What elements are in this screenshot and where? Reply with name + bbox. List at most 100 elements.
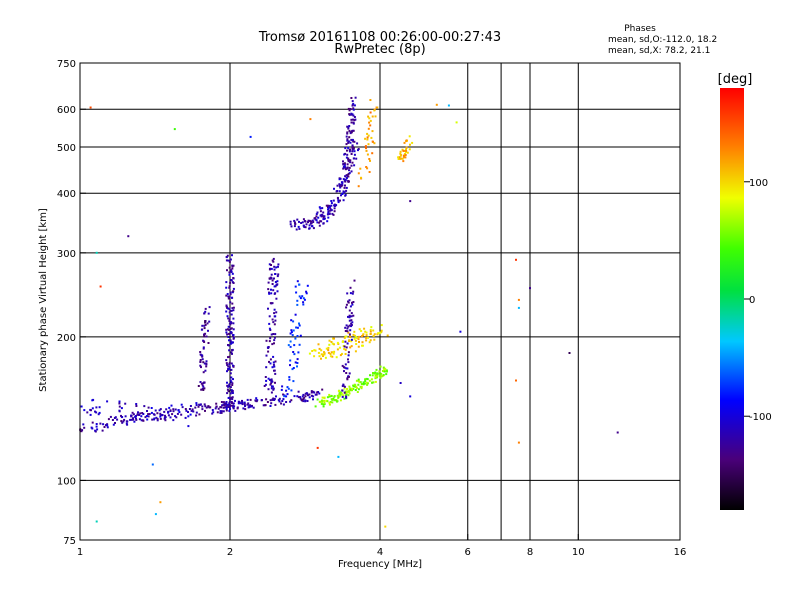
echo-point	[327, 210, 330, 213]
echo-point	[568, 352, 571, 354]
echo-point	[96, 428, 99, 431]
echo-point	[167, 411, 170, 414]
echo-point	[357, 388, 360, 391]
echo-point	[148, 413, 151, 415]
echo-point	[138, 418, 141, 421]
echo-point	[316, 391, 319, 394]
echo-point	[109, 415, 112, 418]
echo-point	[314, 217, 317, 220]
echo-point	[208, 320, 211, 323]
echo-point	[205, 365, 208, 368]
echo-point	[346, 153, 349, 156]
echo-point	[332, 199, 335, 202]
echo-point	[220, 410, 223, 413]
echo-point	[310, 390, 313, 393]
echo-point	[332, 213, 335, 216]
echo-point	[376, 372, 379, 375]
echo-point	[230, 279, 233, 282]
echo-point	[349, 286, 352, 289]
echo-point	[145, 415, 148, 417]
echo-point	[172, 408, 175, 411]
echo-point	[405, 139, 408, 142]
echo-point	[404, 156, 407, 159]
echo-point	[185, 409, 188, 412]
echo-point	[282, 403, 285, 406]
echo-point	[229, 379, 232, 382]
echo-point	[372, 140, 374, 143]
echo-point	[232, 334, 235, 336]
echo-point	[336, 394, 339, 397]
echo-point	[318, 206, 321, 209]
echo-point	[370, 378, 373, 381]
echo-point	[273, 265, 276, 268]
echo-point	[353, 140, 356, 143]
echo-point	[225, 305, 228, 308]
echo-point	[273, 315, 276, 318]
echo-point	[227, 307, 230, 310]
echo-point	[141, 412, 144, 414]
echo-point	[266, 401, 269, 403]
echo-point	[270, 267, 273, 270]
echo-point	[380, 372, 383, 375]
echo-point	[278, 397, 281, 400]
echo-point	[322, 216, 325, 219]
echo-point	[249, 135, 252, 138]
echo-point	[227, 397, 230, 399]
echo-point	[230, 389, 233, 392]
echo-point	[295, 291, 298, 294]
echo-point	[344, 363, 347, 366]
x-tick-label: 1	[77, 547, 83, 558]
echo-point	[203, 324, 206, 327]
echo-point	[229, 392, 232, 395]
echo-point	[369, 328, 372, 331]
echo-point	[226, 370, 228, 373]
echo-point	[322, 403, 325, 406]
echo-point	[323, 396, 326, 399]
echo-point	[228, 320, 231, 322]
echo-point	[299, 396, 301, 399]
echo-point	[318, 347, 321, 350]
echo-point	[89, 106, 92, 109]
echo-point	[228, 322, 231, 325]
echo-point	[232, 264, 235, 267]
echo-point	[123, 418, 126, 421]
echo-point	[130, 418, 133, 421]
echo-point	[386, 334, 389, 337]
echo-point	[346, 342, 349, 345]
echo-point	[241, 403, 244, 406]
echo-point	[340, 185, 343, 188]
echo-point	[348, 180, 350, 183]
echo-point	[293, 344, 296, 347]
echo-point	[275, 266, 278, 269]
y-axis-label: Stationary phase Virtual Height [km]	[38, 208, 49, 392]
echo-point	[184, 408, 187, 410]
echo-point	[333, 337, 335, 340]
echo-point	[382, 374, 385, 376]
colorbar-label: [deg]	[718, 72, 753, 87]
echo-point	[350, 345, 353, 348]
echo-point	[272, 321, 275, 324]
echo-point	[135, 403, 138, 405]
echo-point	[317, 216, 320, 219]
echo-point	[294, 361, 297, 364]
echo-point	[327, 204, 330, 207]
echo-point	[354, 334, 357, 337]
echo-point	[298, 295, 301, 298]
echo-point	[289, 345, 292, 348]
echo-point	[282, 393, 285, 396]
echo-point	[321, 207, 324, 210]
echo-point	[337, 397, 340, 400]
echo-point	[366, 138, 369, 141]
echo-point	[312, 395, 315, 398]
echo-point	[170, 404, 173, 407]
echo-point	[352, 140, 355, 143]
echo-point	[95, 423, 98, 425]
echo-point	[376, 375, 379, 378]
echo-point	[405, 148, 407, 151]
echo-point	[203, 362, 206, 365]
echo-point	[273, 277, 275, 280]
echo-point	[335, 356, 338, 359]
echo-point	[203, 341, 206, 343]
echo-point	[327, 349, 330, 352]
echo-point	[342, 167, 345, 170]
